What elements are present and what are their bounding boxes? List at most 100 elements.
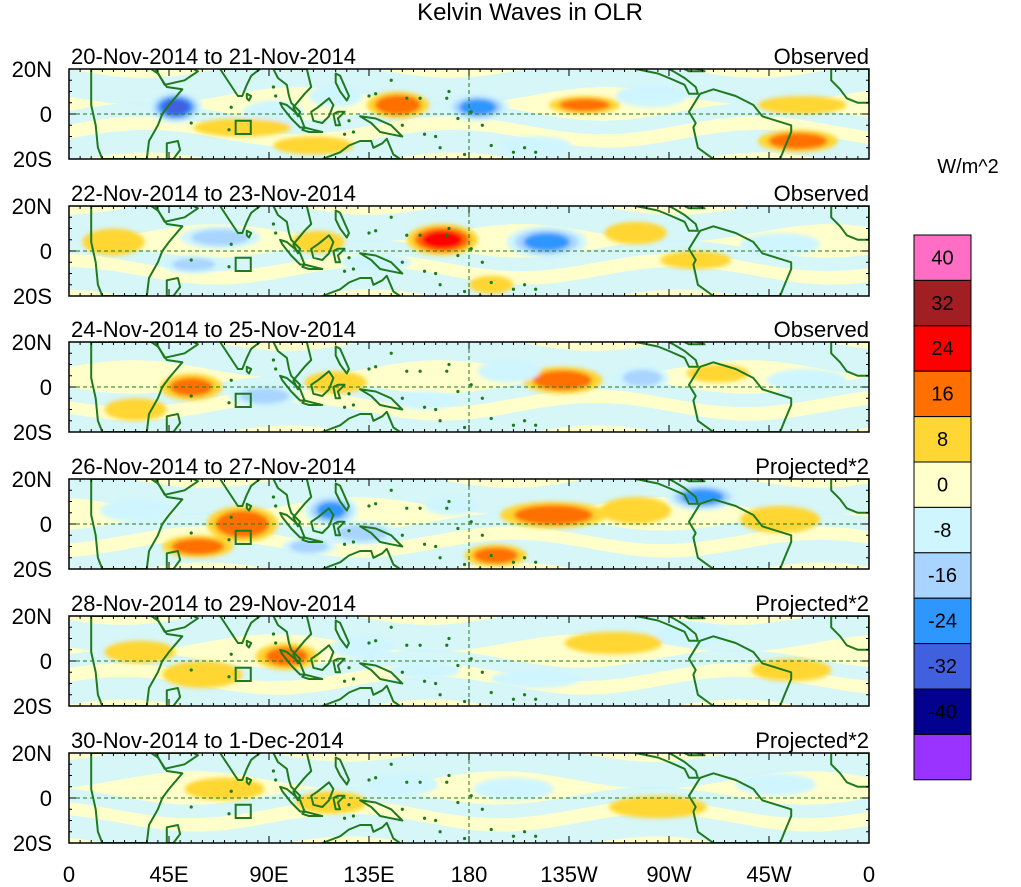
- map-panel-2: 20N 0 20S 22-Nov-2014 to 23-Nov-2014 Observe…: [12, 181, 870, 309]
- island-dot: [227, 812, 231, 816]
- island-dot: [438, 556, 442, 560]
- colorbar-label: -40: [928, 701, 957, 723]
- anomaly-blobs: [184, 773, 816, 819]
- lat-tick-label: 20S: [13, 694, 52, 719]
- island-dot: [469, 520, 473, 524]
- lon-tick-label: 135W: [540, 862, 598, 887]
- anomaly-contour: [655, 622, 727, 646]
- colorbar-swatch: [913, 552, 972, 599]
- longitude-axis: 0 45E 90E 135E 180 135W 90W 45W 0: [63, 862, 875, 887]
- coastline-borneo: [310, 234, 335, 261]
- anomaly-blobs: [100, 483, 821, 567]
- island-dot: [418, 233, 422, 237]
- coastline-arabia: [154, 69, 199, 86]
- coastlines: [90, 69, 869, 159]
- coastline-philippines: [334, 209, 350, 239]
- island-dot: [400, 807, 404, 811]
- coastline-south-america: [688, 498, 793, 569]
- anomaly-contour: [273, 136, 354, 155]
- panel-kind: Projected*2: [755, 591, 869, 616]
- anomaly-contour: [604, 221, 667, 245]
- island-dot: [271, 85, 276, 89]
- coastline-new-guinea: [359, 115, 404, 138]
- island-dot: [445, 96, 449, 100]
- island-dot: [351, 540, 356, 544]
- island-dot: [389, 488, 393, 492]
- coastline-philippines: [334, 72, 350, 102]
- coastline-central-america: [634, 479, 699, 505]
- colorbar-swatch: [913, 643, 972, 690]
- island-dot: [462, 836, 467, 841]
- island-dot: [271, 495, 276, 499]
- coastline-sumatra: [279, 374, 306, 402]
- island-dot: [400, 260, 404, 264]
- island-dot: [480, 533, 484, 537]
- map-panel-4: 20N 0 20S 26-Nov-2014 to 27-Nov-2014 Project…: [12, 454, 870, 582]
- island-dot: [456, 253, 460, 258]
- coastline-arabia: [154, 616, 199, 633]
- island-dot: [522, 283, 527, 287]
- coastline-sumatra: [279, 785, 306, 813]
- coastline-borneo: [310, 644, 335, 671]
- coastline-arabia: [154, 206, 199, 223]
- island-dot: [445, 506, 449, 510]
- island-dot: [489, 553, 493, 558]
- island-dot: [351, 267, 356, 271]
- colorbar-swatch: [913, 688, 972, 735]
- panel-date-range: 30-Nov-2014 to 1-Dec-2014: [71, 728, 344, 753]
- anomaly-contour: [162, 661, 243, 688]
- coastline-central-america: [634, 753, 699, 779]
- island-dot: [447, 773, 451, 778]
- lat-tick-label: 0: [40, 512, 52, 537]
- anomaly-contour: [104, 398, 167, 421]
- anomaly-contour: [564, 631, 663, 655]
- coastline-indochina: [272, 616, 313, 665]
- island-dot: [405, 96, 409, 100]
- island-dot: [389, 215, 393, 219]
- coastline-india: [219, 479, 262, 507]
- colorbar-swatch: [913, 279, 972, 327]
- coastlines: [90, 342, 869, 432]
- coastline-caribbean-cuba: [682, 69, 706, 73]
- anomaly-contour: [477, 360, 541, 383]
- island-dot: [274, 231, 278, 235]
- lon-tick-label: 45E: [149, 862, 188, 887]
- island-dot: [367, 641, 371, 645]
- coastline-sulawesi: [332, 247, 346, 264]
- island-dot: [347, 803, 351, 807]
- coastline-australia: [321, 274, 402, 296]
- island-dot: [400, 670, 404, 674]
- colorbar-label: 8: [937, 429, 948, 451]
- island-dot: [534, 423, 538, 427]
- lon-tick-label: 0: [863, 862, 875, 887]
- island-dot: [434, 544, 438, 549]
- anomaly-field: [69, 616, 869, 706]
- island-dot: [229, 242, 233, 246]
- anomaly-contour: [459, 99, 497, 116]
- coastline-sumatra: [279, 511, 306, 539]
- coastline-india: [219, 69, 262, 97]
- coastline-philippines: [334, 756, 350, 786]
- anomaly-contour: [239, 388, 290, 404]
- anomaly-contour: [473, 777, 554, 801]
- coastline-sri-lanka: [245, 365, 253, 375]
- island-dot: [367, 94, 371, 98]
- island-dot: [511, 287, 516, 291]
- highlight-box: [234, 392, 252, 408]
- island-dot: [374, 776, 378, 780]
- island-dot: [229, 515, 233, 519]
- island-dot: [480, 670, 484, 674]
- island-dot: [462, 425, 467, 430]
- coastline-central-america: [634, 616, 699, 642]
- island-dot: [229, 789, 233, 793]
- colorbar-unit: W/m^2: [937, 156, 999, 178]
- island-dot: [351, 814, 356, 818]
- island-dot: [469, 383, 473, 387]
- island-dot: [469, 794, 473, 798]
- island-dot: [227, 128, 231, 132]
- island-dot: [400, 396, 404, 400]
- coastline-borneo: [310, 781, 335, 808]
- coastline-sulawesi: [332, 520, 346, 537]
- coastline-central-america: [634, 206, 699, 232]
- coastline-caribbean-cuba: [682, 342, 706, 346]
